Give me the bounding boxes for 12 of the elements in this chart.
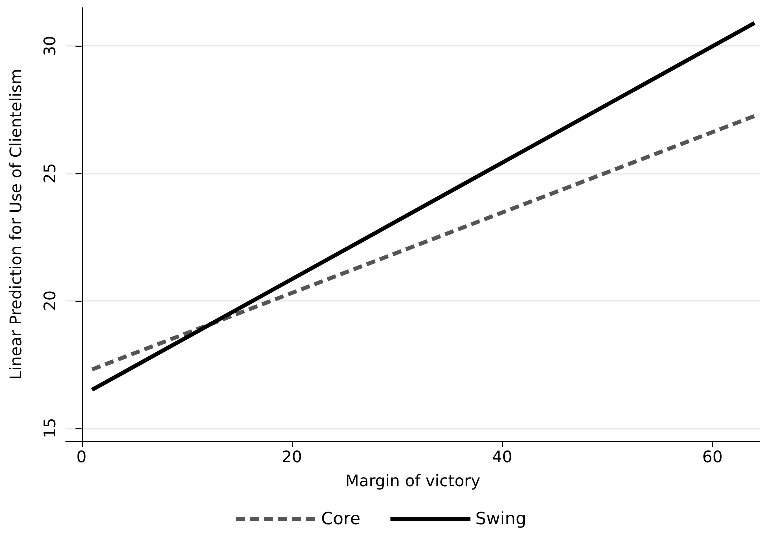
y-tick-label: 15 [40, 418, 60, 438]
x-tick-label: 60 [702, 448, 723, 466]
legend-label: Swing [476, 510, 527, 530]
y-tick-label: 30 [40, 36, 60, 56]
x-tick-label: 0 [76, 448, 87, 466]
x-tick-label: 40 [492, 448, 513, 466]
x-tick-label: 20 [282, 448, 302, 466]
y-axis-title: Linear Prediction for Use of Clientelism [6, 69, 26, 380]
y-tick-label: 25 [40, 163, 60, 184]
x-axis-title: Margin of victory [345, 472, 481, 490]
y-tick-label: 20 [40, 290, 60, 312]
legend-label: Core [321, 510, 361, 530]
